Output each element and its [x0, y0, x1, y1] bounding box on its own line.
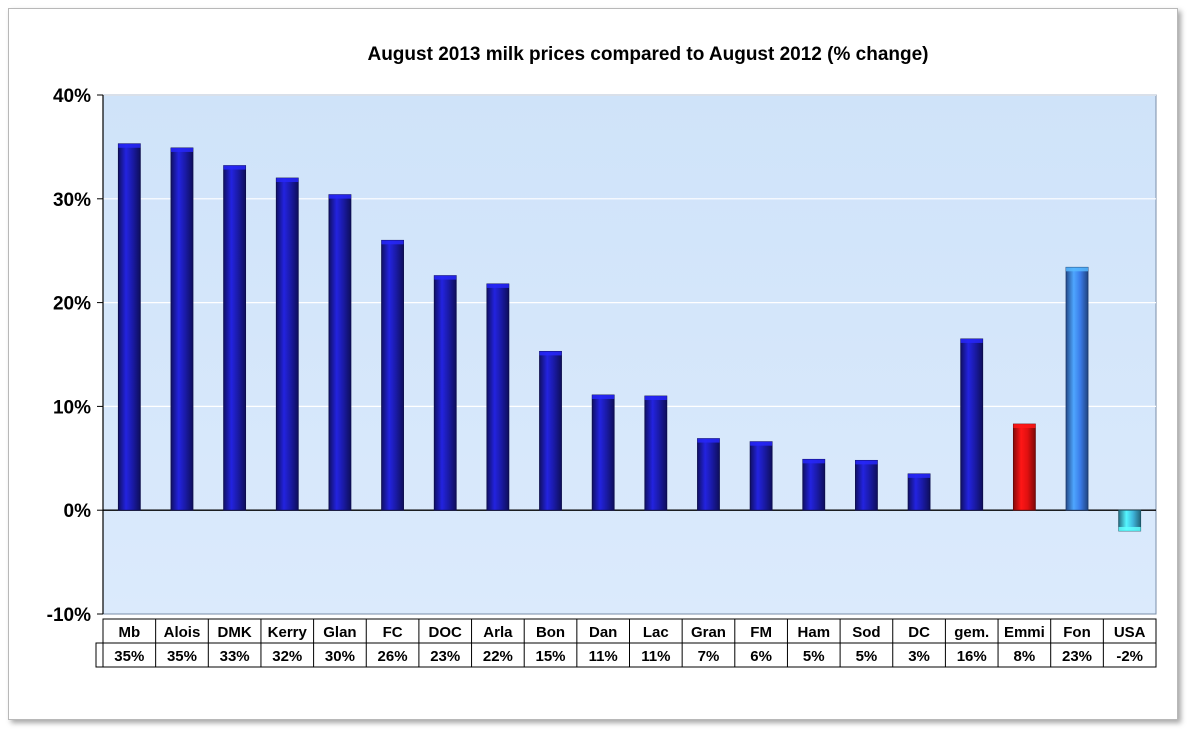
- value-label: 5%: [856, 648, 878, 665]
- bar-Lac: [644, 395, 668, 511]
- value-label: 22%: [483, 648, 513, 665]
- category-label: Gran: [691, 624, 726, 641]
- category-label: Lac: [643, 624, 669, 641]
- bar-DC: [907, 473, 931, 511]
- bar-cap: [276, 178, 299, 183]
- value-label: 35%: [114, 648, 144, 665]
- category-label: Emmi: [1004, 624, 1045, 641]
- bar-cap: [486, 283, 509, 288]
- category-label: DMK: [218, 624, 252, 641]
- value-label: 35%: [167, 648, 197, 665]
- category-label: Kerry: [268, 624, 308, 641]
- bar-cap: [908, 473, 931, 478]
- category-label: Glan: [323, 624, 356, 641]
- value-label: -2%: [1116, 648, 1143, 665]
- bar-Ham: [802, 458, 826, 511]
- bar-FM: [749, 441, 773, 511]
- category-label: USA: [1114, 624, 1146, 641]
- bar-FC: [381, 239, 404, 511]
- bar-gem.: [960, 338, 984, 511]
- category-label: Sod: [852, 624, 880, 641]
- value-label: 32%: [272, 648, 302, 665]
- value-label: 5%: [803, 648, 825, 665]
- bar-DOC: [433, 275, 457, 511]
- y-tick-label: 40%: [53, 86, 91, 107]
- y-tick-label: 20%: [53, 294, 91, 315]
- category-label: Mb: [118, 624, 140, 641]
- bar-cap: [750, 441, 773, 446]
- value-label: 8%: [1014, 648, 1036, 665]
- value-label: 7%: [698, 648, 720, 665]
- bar-cap: [118, 143, 141, 148]
- y-tick-label: 0%: [64, 501, 92, 522]
- bar-Bon: [539, 350, 562, 511]
- category-label: DC: [908, 624, 930, 641]
- bar-cap: [855, 460, 878, 465]
- bar-cap: [592, 394, 615, 399]
- bar-cap: [1118, 526, 1141, 531]
- value-label: 3%: [908, 648, 930, 665]
- bar-cap: [434, 275, 457, 280]
- bar-cap: [223, 165, 246, 170]
- value-label: 30%: [325, 648, 355, 665]
- bar-cap: [539, 351, 562, 356]
- bar-cap: [328, 194, 351, 199]
- bar-Arla: [486, 283, 510, 511]
- bar-Dan: [591, 394, 615, 511]
- plot-area: [102, 94, 1157, 615]
- category-label: gem.: [954, 624, 989, 641]
- value-label: 11%: [589, 648, 618, 665]
- bar-cap: [1013, 424, 1036, 429]
- bar-cap: [697, 438, 720, 443]
- category-label: Ham: [798, 624, 831, 641]
- bar-cap: [644, 396, 667, 401]
- bar-Fon: [1065, 266, 1089, 511]
- value-label: 11%: [641, 648, 670, 665]
- value-label: 16%: [957, 648, 987, 665]
- value-label: 6%: [750, 648, 772, 665]
- bar-cap: [381, 240, 404, 245]
- bar-Gran: [697, 438, 720, 511]
- y-tick-label: 10%: [53, 397, 91, 418]
- table-value-row: [95, 642, 1157, 668]
- bar-Glan: [328, 194, 352, 511]
- value-label: 26%: [378, 648, 408, 665]
- bar-DMK: [223, 165, 247, 511]
- bar-Sod: [855, 459, 878, 511]
- category-label: Bon: [536, 624, 565, 641]
- value-label: 33%: [220, 648, 250, 665]
- bar-Kerry: [275, 177, 299, 511]
- category-label: Fon: [1063, 624, 1091, 641]
- bar-Emmi: [1012, 423, 1036, 511]
- bar-Mb: [117, 143, 141, 511]
- category-label: Arla: [483, 624, 513, 641]
- y-tick-label: -10%: [47, 605, 91, 626]
- bar-cap: [960, 338, 983, 343]
- category-label: Alois: [164, 624, 201, 641]
- chart-title: August 2013 milk prices compared to Augu…: [367, 44, 928, 65]
- category-label: FC: [383, 624, 403, 641]
- value-label: 15%: [536, 648, 566, 665]
- bar-cap: [802, 459, 825, 464]
- y-tick-label: 30%: [53, 190, 91, 211]
- category-label: DOC: [429, 624, 463, 641]
- value-label: 23%: [1062, 648, 1092, 665]
- bar-cap: [1066, 267, 1089, 272]
- category-label: FM: [750, 624, 772, 641]
- value-label: 23%: [430, 648, 460, 665]
- bar-Alois: [170, 147, 194, 511]
- bar-cap: [170, 147, 193, 152]
- category-label: Dan: [589, 624, 617, 641]
